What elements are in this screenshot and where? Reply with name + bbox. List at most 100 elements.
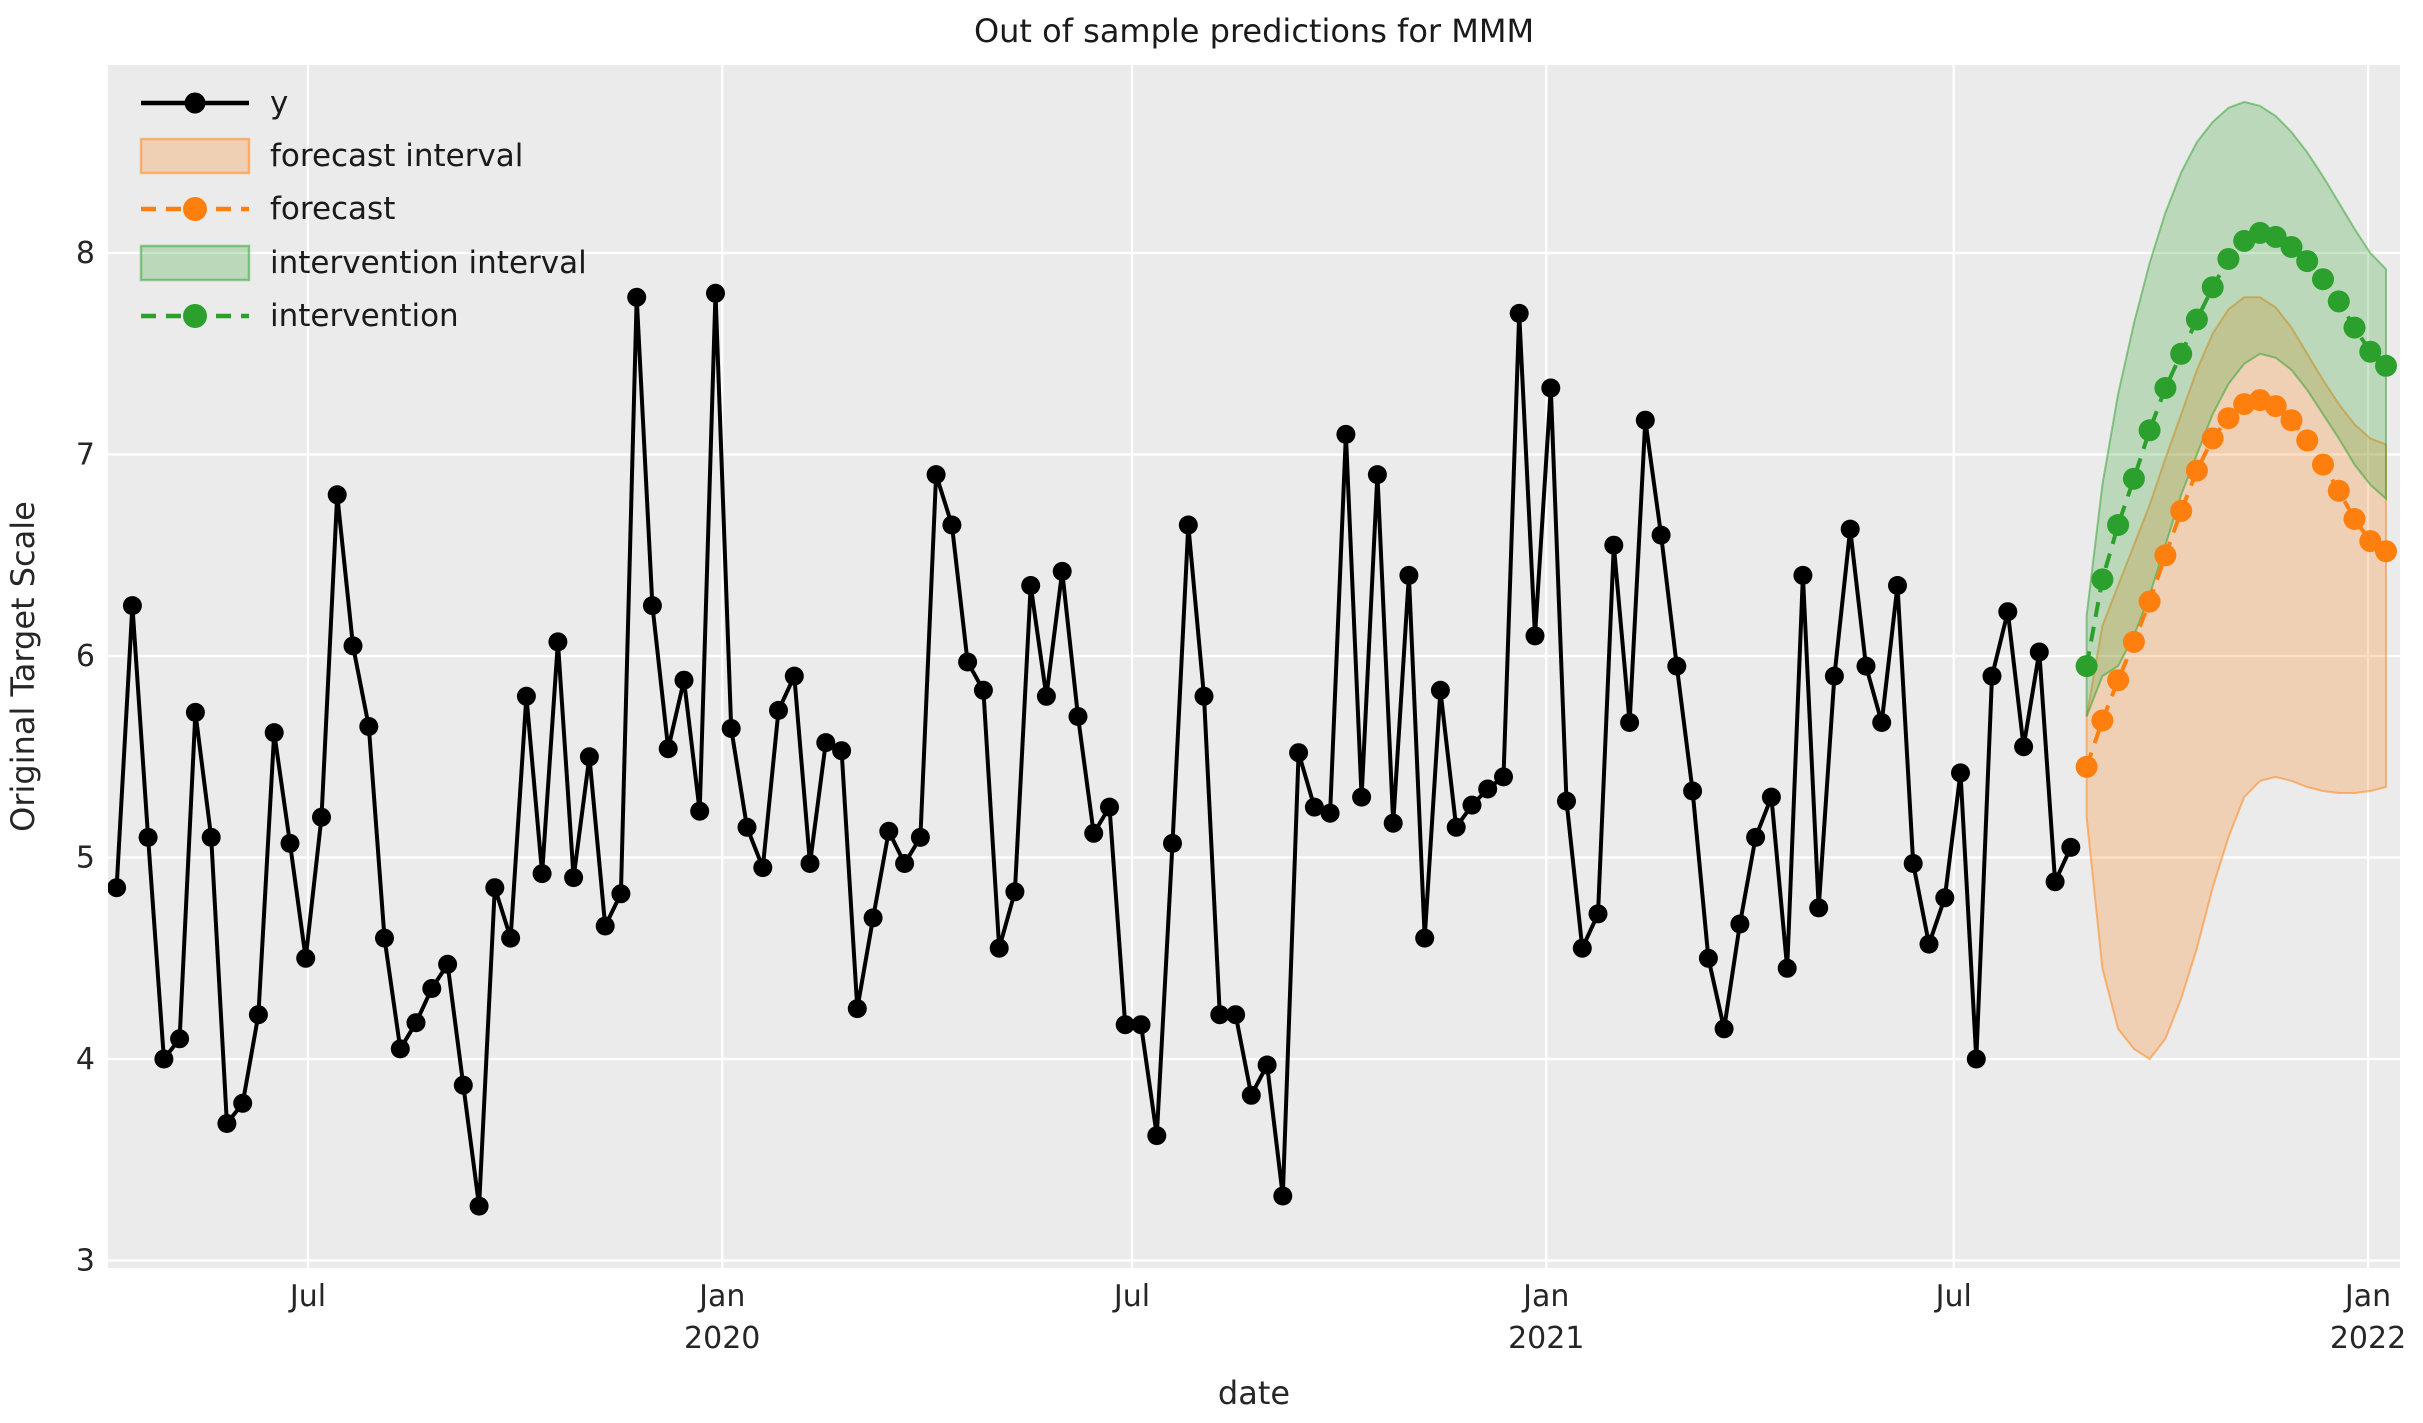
y-series-markers [108, 283, 2081, 1216]
x-axis-label: date [1218, 1374, 1290, 1412]
y-series-data-point [1872, 713, 1892, 732]
y-series-data-point [1115, 1015, 1135, 1035]
y-series-data-point [721, 719, 741, 738]
forecast-series-data-point [2170, 499, 2193, 522]
y-series-data-point [1194, 686, 1214, 706]
x-tick-label: Jan [1521, 1279, 1569, 1314]
y-series-data-point [1131, 1015, 1151, 1035]
y-series-data-point [1935, 888, 1955, 908]
forecast-series-markers [2075, 389, 2397, 778]
forecast-series-data-point [2185, 459, 2208, 482]
y-series-data-point [847, 999, 867, 1019]
legend-swatch-intervention-interval [139, 244, 251, 282]
y-series-data-point [879, 821, 899, 841]
x-tick-label: Jan [697, 1279, 745, 1314]
intervention-series-markers [2075, 221, 2397, 678]
y-series-data-point [1478, 779, 1498, 799]
x-tick-label: Jul [288, 1279, 326, 1314]
y-series-data-point [816, 733, 836, 753]
y-series-data-point [516, 686, 536, 706]
y-series-data-point [154, 1049, 174, 1069]
intervention-series-data-point [2154, 377, 2177, 399]
legend-marker-forecast [183, 197, 207, 221]
y-series-data-point [1352, 787, 1372, 807]
intervention-series-data-point [2201, 276, 2224, 299]
y-tick-label: 4 [76, 1042, 95, 1077]
y-tick-label: 8 [76, 236, 95, 271]
y-series-data-point [1840, 519, 1860, 539]
y-series-data-point [674, 670, 694, 690]
y-series-data-point [185, 702, 205, 722]
y-series-data-point [1147, 1126, 1167, 1146]
intervention-series-data-point [2375, 354, 2397, 377]
y-series-data-point [248, 1005, 268, 1025]
y-series-data-point [359, 717, 379, 736]
forecast-series-data-point [2359, 530, 2382, 553]
forecast-series-data-point [2201, 427, 2224, 450]
y-series-data-point [1966, 1049, 1986, 1069]
y-series-data-point [1304, 797, 1324, 817]
intervention-series-data-point [2312, 268, 2334, 291]
y-series-data-point [1856, 656, 1876, 676]
forecast-series-data-point [2075, 755, 2098, 778]
intervention-series-data-point [2296, 250, 2319, 273]
intervention-series-data-point [2170, 342, 2193, 365]
y-axis-label: Original Target Scale [4, 501, 42, 832]
intervention-series-data-point [2280, 236, 2303, 258]
y-series-data-point [1620, 713, 1640, 732]
y-series-data-point [1367, 465, 1387, 485]
legend-label: intervention [270, 298, 459, 334]
y-series-data-point [1903, 854, 1923, 873]
y-series-data-point [453, 1075, 473, 1095]
y-series-data-point [1714, 1019, 1734, 1039]
y-series-data-point [658, 739, 678, 759]
plot-area [108, 65, 2400, 1268]
chart-title: Out of sample predictions for MMM [974, 12, 1534, 50]
y-series-data-point [1635, 410, 1655, 430]
y-tick-label: 6 [76, 639, 95, 674]
y-series-data-point [1399, 565, 1419, 585]
y-series-data-point [1588, 904, 1608, 924]
y-series-data-point [296, 948, 316, 968]
y-series-data-point [1557, 791, 1576, 811]
y-series-data-point [343, 636, 363, 656]
legend-label: forecast interval [270, 138, 523, 174]
y-tick-label: 3 [76, 1244, 95, 1279]
y-series-data-point [1415, 928, 1435, 948]
y-series-data-point [1730, 914, 1750, 934]
y-series-data-point [375, 928, 394, 948]
y-series-data-point [926, 465, 946, 485]
y-series-data-point [217, 1114, 237, 1133]
y-series-data-point [1462, 795, 1482, 815]
y-series-data-point [958, 652, 978, 672]
y-series-data-point [1068, 707, 1088, 726]
y-series-data-point [469, 1196, 489, 1216]
intervention-series-data-point [2185, 308, 2208, 331]
legend-label: forecast [270, 191, 395, 227]
y-series-data-point [390, 1039, 410, 1059]
y-series-data-point [1430, 680, 1450, 700]
intervention-series-data-point [2122, 467, 2145, 490]
forecast-series-data-point [2312, 453, 2334, 476]
forecast-series-data-point [2091, 709, 2114, 732]
y-series-data-point [1998, 602, 2018, 622]
y-series-data-point [138, 827, 158, 847]
y-series-data-point [800, 854, 820, 873]
y-series-data-point [910, 827, 930, 847]
y-series-data-point [532, 864, 552, 884]
y-series-data-point [1888, 576, 1907, 595]
y-series-data-point [1572, 938, 1592, 958]
y-series-data-point [233, 1093, 253, 1113]
y-series-data-point [1021, 576, 1041, 595]
y-series-data-point [611, 884, 631, 904]
y-series-data-point [973, 680, 993, 700]
forecast-series-data-point [2217, 407, 2240, 430]
y-series-data-point [1604, 535, 1624, 555]
y-series-data-point [1761, 787, 1781, 807]
forecast-series-data-point [2343, 508, 2366, 530]
legend-swatch-forecast-interval [139, 137, 251, 175]
y-series-data-point [832, 741, 852, 761]
forecast-series-data-point [2296, 429, 2319, 452]
y-series-data-point [1809, 898, 1829, 918]
y-series-data-point [1509, 303, 1529, 323]
